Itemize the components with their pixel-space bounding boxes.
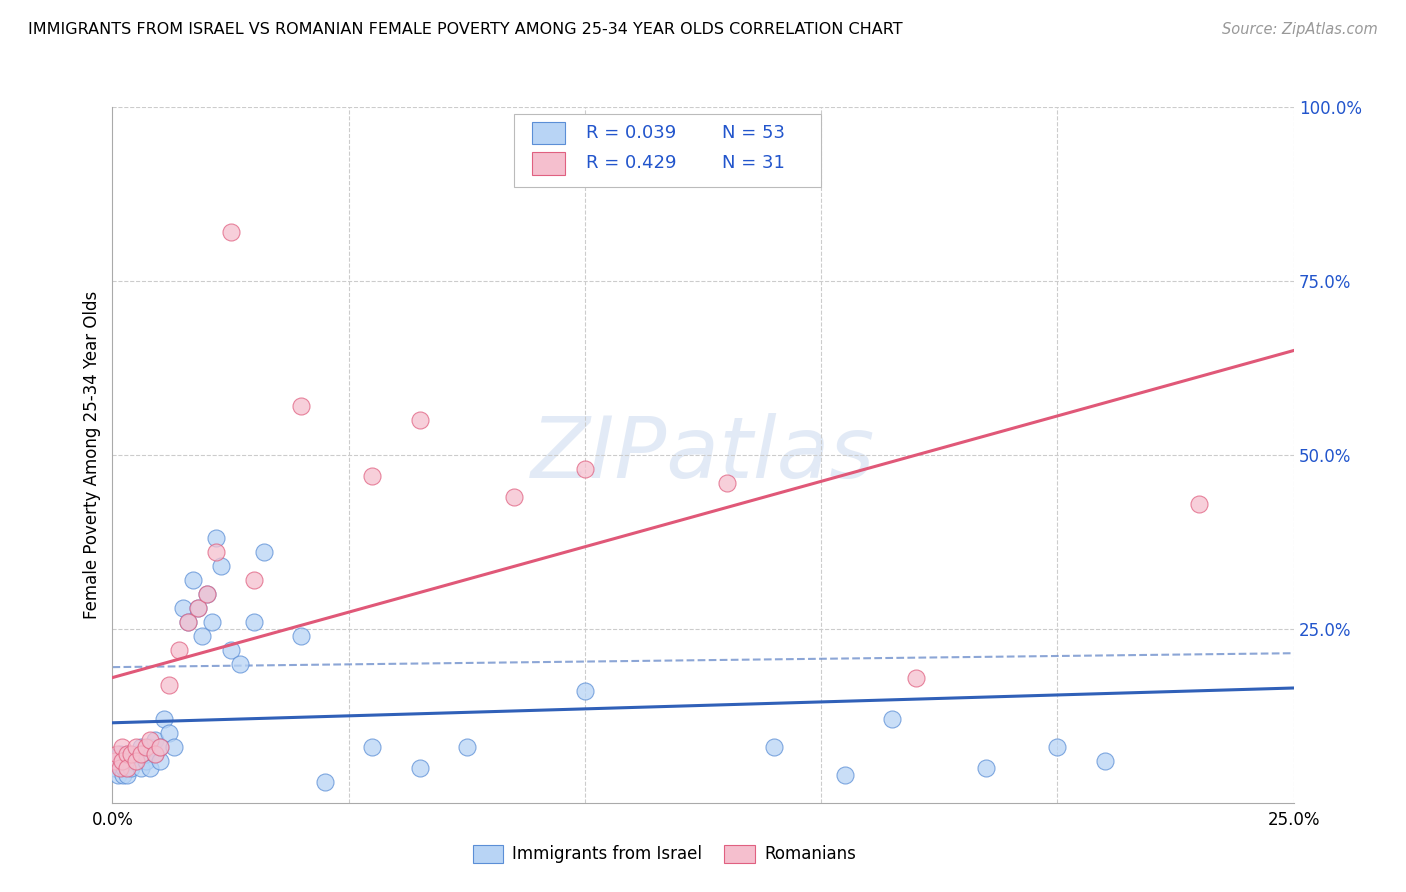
Point	[229, 657, 252, 671]
Point	[143, 733, 166, 747]
Point	[135, 740, 157, 755]
Text: N = 31: N = 31	[721, 154, 785, 172]
Point	[157, 677, 180, 691]
Point	[143, 747, 166, 761]
Point	[115, 761, 138, 775]
Point	[243, 573, 266, 587]
Point	[503, 490, 526, 504]
Point	[110, 761, 132, 775]
Point	[456, 740, 478, 755]
Point	[209, 559, 232, 574]
Text: R = 0.429: R = 0.429	[586, 154, 676, 172]
Point	[111, 754, 134, 768]
Point	[111, 754, 134, 768]
Point	[108, 747, 131, 761]
FancyBboxPatch shape	[531, 153, 565, 175]
Point	[111, 768, 134, 782]
Point	[408, 413, 430, 427]
Point	[253, 545, 276, 559]
Point	[153, 712, 176, 726]
FancyBboxPatch shape	[515, 114, 821, 187]
Point	[120, 747, 142, 761]
Point	[716, 475, 738, 490]
Point	[115, 747, 138, 761]
Text: N = 53: N = 53	[721, 124, 785, 142]
Point	[361, 468, 384, 483]
Point	[143, 747, 166, 761]
Point	[1094, 754, 1116, 768]
Point	[201, 615, 224, 629]
Point	[125, 740, 148, 755]
Point	[125, 747, 148, 761]
Point	[157, 726, 180, 740]
Point	[361, 740, 384, 755]
Point	[167, 642, 190, 657]
Point	[1188, 497, 1211, 511]
Point	[574, 684, 596, 698]
Point	[104, 761, 127, 775]
Point	[135, 747, 157, 761]
Point	[149, 740, 172, 755]
Point	[104, 754, 127, 768]
Point	[105, 754, 128, 768]
FancyBboxPatch shape	[531, 121, 565, 144]
Point	[112, 761, 135, 775]
Point	[314, 775, 336, 789]
FancyBboxPatch shape	[472, 846, 503, 863]
Point	[129, 761, 152, 775]
Point	[105, 747, 128, 761]
Point	[139, 740, 162, 755]
Point	[107, 768, 129, 782]
Point	[115, 747, 138, 761]
Point	[163, 740, 186, 755]
Point	[115, 761, 138, 775]
Point	[120, 754, 142, 768]
Point	[172, 601, 194, 615]
Point	[243, 615, 266, 629]
Point	[290, 399, 312, 413]
Text: IMMIGRANTS FROM ISRAEL VS ROMANIAN FEMALE POVERTY AMONG 25-34 YEAR OLDS CORRELAT: IMMIGRANTS FROM ISRAEL VS ROMANIAN FEMAL…	[28, 22, 903, 37]
Text: R = 0.039: R = 0.039	[586, 124, 676, 142]
Point	[976, 761, 998, 775]
Point	[129, 740, 152, 755]
Point	[408, 761, 430, 775]
Point	[125, 754, 148, 768]
Point	[219, 225, 242, 239]
Point	[195, 587, 218, 601]
Point	[108, 761, 131, 775]
Point	[186, 601, 208, 615]
Text: Source: ZipAtlas.com: Source: ZipAtlas.com	[1222, 22, 1378, 37]
Point	[205, 532, 228, 546]
Point	[149, 740, 172, 755]
Point	[120, 761, 142, 775]
Point	[880, 712, 903, 726]
Point	[125, 754, 148, 768]
Point	[1046, 740, 1069, 755]
Point	[290, 629, 312, 643]
Text: Romanians: Romanians	[765, 846, 856, 863]
Point	[149, 754, 172, 768]
Point	[191, 629, 214, 643]
Y-axis label: Female Poverty Among 25-34 Year Olds: Female Poverty Among 25-34 Year Olds	[83, 291, 101, 619]
Point	[834, 768, 856, 782]
Point	[195, 587, 218, 601]
Point	[762, 740, 785, 755]
Point	[205, 545, 228, 559]
Point	[177, 615, 200, 629]
Point	[139, 733, 162, 747]
Point	[186, 601, 208, 615]
Point	[177, 615, 200, 629]
Text: ZIPatlas: ZIPatlas	[531, 413, 875, 497]
Point	[574, 462, 596, 476]
Point	[129, 747, 152, 761]
Point	[111, 740, 134, 755]
Point	[181, 573, 204, 587]
Point	[219, 642, 242, 657]
FancyBboxPatch shape	[724, 846, 755, 863]
Point	[904, 671, 927, 685]
Point	[139, 761, 162, 775]
Point	[135, 754, 157, 768]
Text: Immigrants from Israel: Immigrants from Israel	[512, 846, 702, 863]
Point	[115, 768, 138, 782]
